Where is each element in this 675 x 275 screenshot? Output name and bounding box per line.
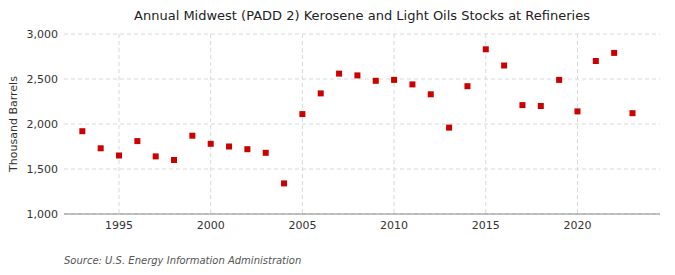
point: [244, 146, 250, 152]
point: [153, 153, 159, 159]
point: [519, 102, 525, 108]
y-grid-line: [64, 169, 660, 170]
chart-container: 1995 2000 2005 2010 2015 2020 1,000 1,500 2,000 2…: [0, 0, 675, 275]
points: [79, 46, 635, 186]
title: Annual Midwest (PADD 2) Kerosene and Lig…: [134, 8, 590, 23]
point: [538, 103, 544, 109]
tick-labels: 1995 2000 2005 2010 2015 2020 1,000 1,500 2,000 2…: [27, 28, 592, 232]
x-grid-line: [394, 34, 395, 214]
y-tick-label: 1,500: [27, 163, 59, 176]
point: [593, 58, 599, 64]
point: [574, 108, 580, 114]
point: [409, 81, 415, 87]
point: [98, 145, 104, 151]
point: [464, 83, 470, 89]
point: [281, 180, 287, 186]
point: [446, 125, 452, 131]
x-axis-line: [64, 214, 660, 215]
x-tick-label: 2010: [380, 219, 408, 232]
point: [318, 90, 324, 96]
x-grid-line: [577, 34, 578, 214]
point: [116, 153, 122, 159]
point: [134, 138, 140, 144]
point: [299, 111, 305, 117]
point: [483, 46, 489, 52]
y-grid-line: [64, 124, 660, 125]
point: [226, 144, 232, 150]
point: [556, 77, 562, 83]
point: [428, 91, 434, 97]
x-tick-label: 2000: [197, 219, 225, 232]
point: [354, 72, 360, 78]
source-note: Source: U.S. Energy Information Administ…: [64, 255, 301, 266]
point: [189, 133, 195, 139]
y-tick-label: 2,000: [27, 118, 59, 131]
y-tick-label: 2,500: [27, 73, 59, 86]
y-axis-label: Thousand Barrels: [7, 76, 20, 173]
point: [336, 71, 342, 77]
x-grid-line: [119, 34, 120, 214]
x-tick-label: 2005: [288, 219, 316, 232]
grid: [64, 34, 660, 214]
y-tick-label: 1,000: [27, 208, 59, 221]
point: [79, 128, 85, 134]
y-tick-label: 3,000: [27, 28, 59, 41]
x-grid-line: [210, 34, 211, 214]
point: [208, 141, 214, 147]
point: [263, 150, 269, 156]
point: [373, 78, 379, 84]
point: [501, 63, 507, 69]
y-grid-line: [64, 34, 660, 35]
y-grid-line: [64, 79, 660, 80]
x-grid-line: [302, 34, 303, 214]
x-tick-label: 2020: [563, 219, 591, 232]
chart-svg: 1995 2000 2005 2010 2015 2020 1,000 1,500 2,000 2…: [0, 0, 675, 275]
y-grid-line: [64, 214, 660, 215]
x-tick-label: 1995: [105, 219, 133, 232]
point: [629, 110, 635, 116]
x-grid-line: [485, 34, 486, 214]
point: [611, 50, 617, 56]
x-tick-label: 2015: [472, 219, 500, 232]
point: [391, 77, 397, 83]
point: [171, 157, 177, 163]
